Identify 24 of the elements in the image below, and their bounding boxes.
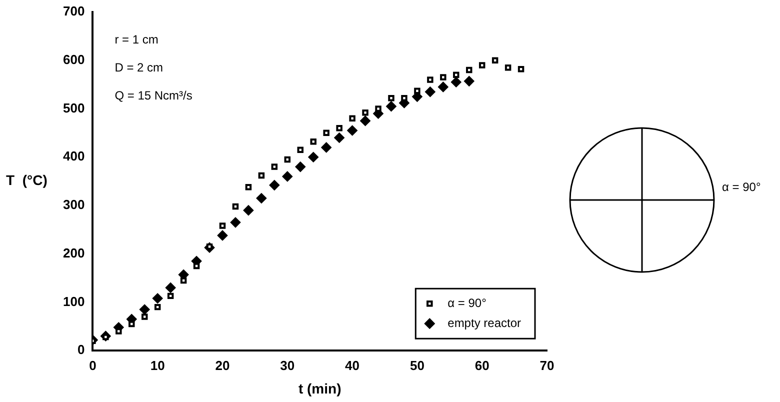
- x-tick-label: 70: [540, 358, 554, 373]
- y-axis-title: T (°C): [6, 172, 48, 188]
- x-tick-label: 0: [89, 358, 96, 373]
- x-tick-label: 10: [150, 358, 165, 373]
- legend-label: α = 90°: [448, 296, 487, 310]
- y-tick-label: 100: [62, 294, 85, 309]
- text: α = 90°: [722, 180, 761, 194]
- annotation: D = 2 cm: [114, 60, 164, 74]
- annotation: r = 1 cm: [114, 32, 158, 46]
- x-tick-label: 20: [215, 358, 230, 373]
- x-tick-label: 60: [474, 358, 490, 373]
- y-tick-label: 300: [62, 197, 85, 212]
- x-tick-label: 40: [345, 358, 360, 373]
- y-tick-label: 700: [62, 4, 85, 19]
- y-tick-label: 400: [62, 148, 85, 164]
- y-tick-label: 500: [62, 100, 85, 116]
- y-tick-label: 600: [62, 52, 85, 67]
- y-tick-label: 0: [77, 342, 85, 358]
- x-tick-label: 30: [280, 358, 295, 373]
- y-tick-label: 200: [62, 245, 85, 260]
- x-axis-title: t (min): [298, 380, 342, 396]
- legend-label: empty reactor: [448, 316, 522, 330]
- x-tick-label: 50: [410, 358, 424, 373]
- annotation: Q = 15 Ncm³/s: [114, 88, 192, 102]
